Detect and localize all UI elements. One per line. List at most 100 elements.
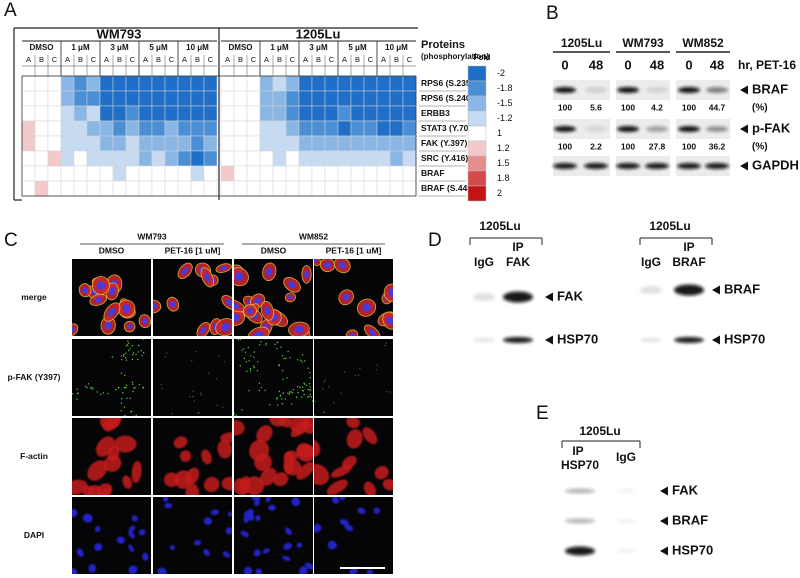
- nucleus: [128, 565, 138, 574]
- heatmap-cell: [272, 75, 287, 92]
- heatmap-cell: [112, 135, 127, 152]
- focal-adhesion: [129, 348, 131, 350]
- heatmap-cell: [389, 75, 404, 92]
- nucleus: [262, 548, 270, 554]
- blot-band: [565, 488, 595, 494]
- nucleus: [255, 514, 261, 522]
- heatmap-cell: [298, 120, 313, 137]
- heatmap-cell: [34, 165, 49, 182]
- actin: [382, 478, 393, 491]
- heatmap-cell: [112, 120, 127, 137]
- label: 2.2: [590, 141, 602, 151]
- heatmap-cell: [337, 120, 352, 137]
- heatmap-cell: [151, 75, 166, 92]
- actin: [203, 476, 220, 493]
- focal-adhesion: [279, 394, 282, 397]
- heatmap-cell: [99, 75, 114, 92]
- heatmap-cell: [402, 180, 417, 197]
- nucleus: [203, 549, 210, 556]
- focal-adhesion: [323, 381, 326, 383]
- focal-adhesion: [324, 411, 326, 414]
- focal-adhesion: [312, 400, 313, 402]
- nucleus: [296, 542, 303, 548]
- heatmap-cell: [376, 75, 391, 92]
- heatmap-cell: [164, 75, 179, 92]
- label: 0: [685, 57, 692, 72]
- heatmap-cell: [285, 150, 300, 167]
- label: BRAF: [752, 81, 788, 96]
- actin: [296, 444, 313, 462]
- micrograph: [72, 418, 151, 495]
- blot-band: [473, 338, 495, 342]
- heatmap-cell: [190, 120, 205, 137]
- nucleus: [247, 307, 253, 315]
- heatmap-cell: [285, 105, 300, 122]
- nucleus: [82, 513, 93, 523]
- heatmap-cell: [285, 135, 300, 152]
- heatmap-cell: [138, 105, 153, 122]
- label: 48: [710, 57, 724, 72]
- label: GAPDH: [752, 157, 799, 172]
- nucleus: [181, 267, 189, 275]
- label: 5 μM: [149, 43, 168, 52]
- heatmap-cell: [402, 105, 417, 122]
- focal-adhesion: [126, 397, 128, 399]
- focal-adhesion: [244, 351, 247, 353]
- heatmap-cell: [220, 90, 235, 107]
- focal-adhesion: [282, 369, 284, 372]
- heatmap-cell: [246, 165, 261, 182]
- heatmap-cell: [298, 135, 313, 152]
- heatmap-cell: [389, 120, 404, 137]
- heatmap-cell: [164, 150, 179, 167]
- label: 27.8: [649, 141, 666, 151]
- focal-adhesion: [200, 392, 202, 394]
- heatmap-cell: [138, 120, 153, 137]
- actin: [185, 483, 200, 495]
- label: C: [91, 55, 97, 64]
- nucleus: [240, 530, 249, 538]
- nucleus: [268, 504, 276, 511]
- focal-adhesion: [359, 367, 361, 370]
- focal-adhesion: [86, 387, 88, 389]
- nucleus: [88, 564, 97, 573]
- heatmap-cell: [311, 75, 326, 92]
- blot-band: [617, 87, 639, 93]
- focal-adhesion: [258, 382, 261, 384]
- label: IgG: [641, 255, 661, 269]
- focal-adhesion: [164, 356, 166, 358]
- nucleus: [95, 525, 101, 533]
- focal-adhesion: [72, 393, 74, 395]
- heatmap-cell: [21, 120, 36, 137]
- blot-band: [674, 337, 704, 343]
- label: 1205Lu: [579, 424, 620, 438]
- label: IgG: [616, 450, 636, 464]
- focal-adhesion: [299, 386, 301, 388]
- focal-adhesion: [323, 411, 325, 413]
- label: 10 μM: [186, 43, 209, 52]
- focal-adhesion: [281, 403, 283, 405]
- label: 1.8: [497, 173, 510, 183]
- focal-adhesion: [131, 381, 134, 383]
- heatmap-cell: [86, 180, 101, 197]
- focal-adhesion: [328, 385, 330, 388]
- focal-adhesion: [132, 352, 135, 354]
- heatmap-cell: [298, 105, 313, 122]
- label: A: [342, 55, 347, 64]
- actin: [362, 427, 378, 445]
- heatmap-cell: [246, 75, 261, 92]
- nucleus: [338, 261, 347, 269]
- focal-adhesion: [375, 368, 378, 371]
- nucleus: [254, 297, 262, 304]
- arrowhead: [660, 546, 668, 556]
- heatmap-cell: [177, 180, 192, 197]
- nucleus: [362, 303, 371, 312]
- blot-band: [503, 337, 533, 343]
- focal-adhesion: [241, 349, 243, 352]
- nucleus: [243, 516, 250, 523]
- label: WM793: [97, 26, 142, 41]
- focal-adhesion: [290, 390, 292, 393]
- focal-adhesion: [125, 345, 128, 347]
- label: F-actin: [20, 451, 48, 461]
- label: C: [368, 55, 374, 64]
- label: B: [39, 55, 44, 64]
